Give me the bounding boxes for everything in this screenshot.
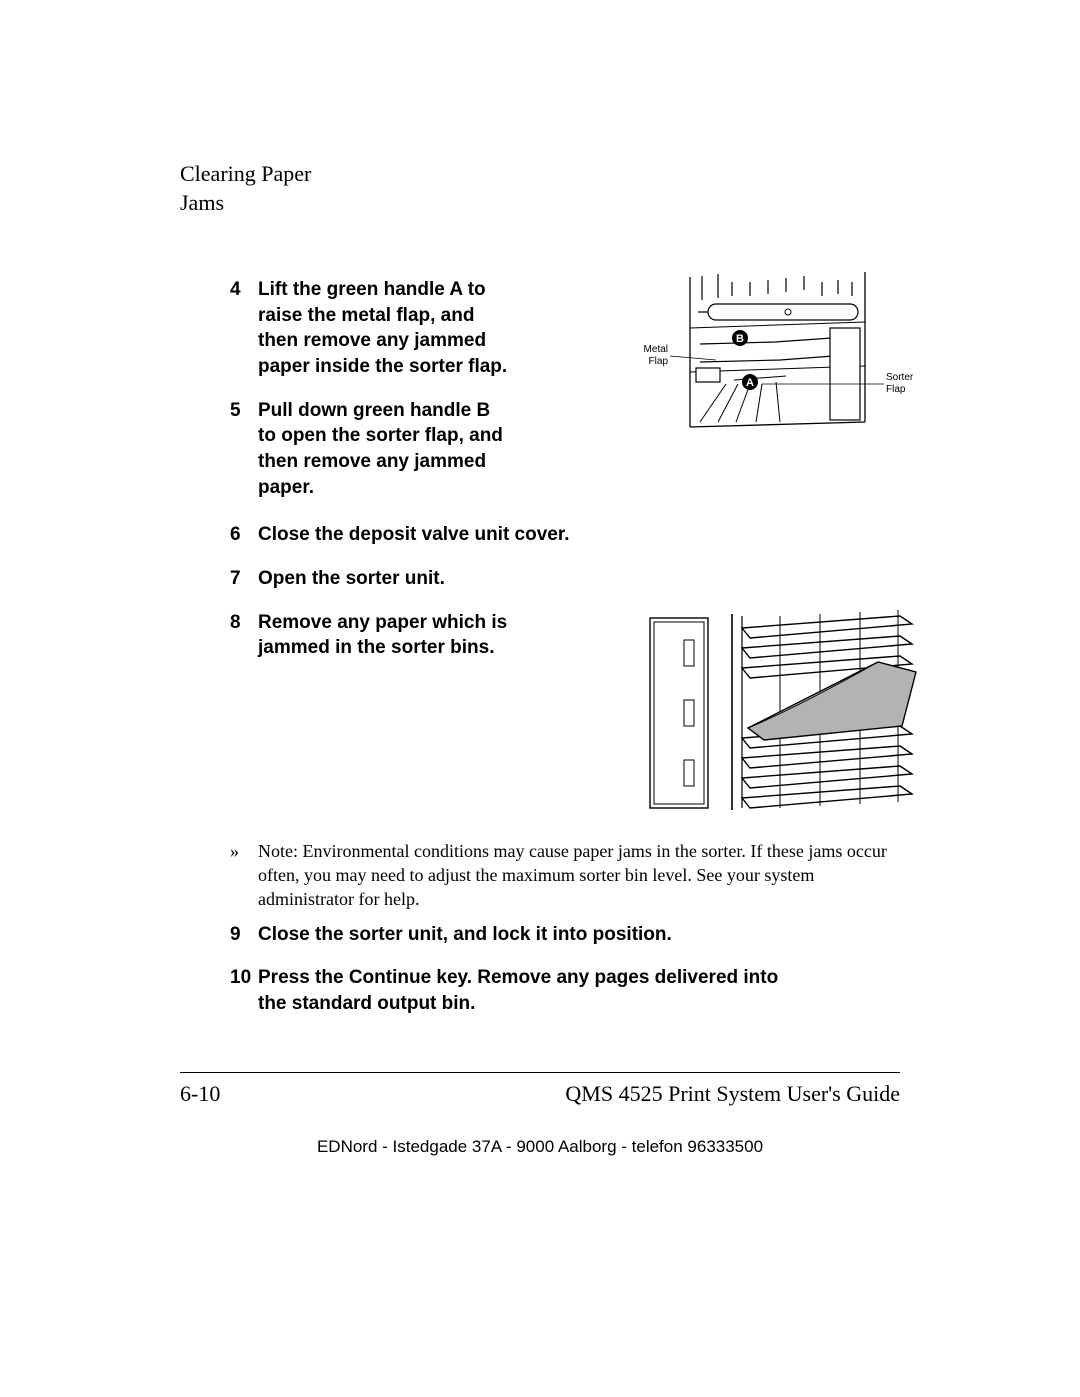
running-head-line1: Clearing Paper xyxy=(180,161,311,186)
step-6: 6 Close the deposit valve unit cover. xyxy=(230,522,900,548)
imprint: EDNord - Istedgade 37A - 9000 Aalborg - … xyxy=(0,1137,1080,1157)
label-sorter-flap-2: Flap xyxy=(886,384,906,395)
step-number: 8 xyxy=(230,610,258,636)
footer-rule xyxy=(180,1072,900,1073)
step-number: 6 xyxy=(230,522,258,548)
steps-block-4: 9 Close the sorter unit, and lock it int… xyxy=(230,922,900,1017)
steps-block-3: 8 Remove any paper which is jammed in th… xyxy=(180,610,900,809)
step-10: 10 Press the Continue key. Remove any pa… xyxy=(230,965,900,1016)
step-number: 10 xyxy=(230,965,258,991)
running-head: Clearing Paper Jams xyxy=(180,160,900,217)
step-text: Lift the green handle A to raise the met… xyxy=(258,277,508,380)
running-head-line2: Jams xyxy=(180,190,224,215)
step-text: Press the Continue key. Remove any pages… xyxy=(258,965,798,1016)
label-sorter-flap-1: Sorter xyxy=(886,372,914,383)
step-text: Pull down green handle B to open the sor… xyxy=(258,398,508,501)
callout-B: B xyxy=(736,333,744,345)
steps-block-1: 4 Lift the green handle A to raise the m… xyxy=(180,277,900,500)
step-text: Open the sorter unit. xyxy=(258,566,445,592)
figure-sorter-bins xyxy=(630,610,920,815)
step-number: 5 xyxy=(230,398,258,424)
steps-block-2: 6 Close the deposit valve unit cover. 7 … xyxy=(230,522,900,591)
step-text: Close the sorter unit, and lock it into … xyxy=(258,922,672,948)
step-text: Close the deposit valve unit cover. xyxy=(258,522,570,548)
step-9: 9 Close the sorter unit, and lock it int… xyxy=(230,922,900,948)
imprint-area: EDNord - Istedgade 37A - 9000 Aalborg - … xyxy=(0,1091,1080,1157)
note-text: Note: Environmental conditions may cause… xyxy=(258,839,900,912)
callout-A: A xyxy=(746,377,754,389)
step-7: 7 Open the sorter unit. xyxy=(230,566,900,592)
step-number: 4 xyxy=(230,277,258,303)
label-metal-flap-1: Metal xyxy=(644,344,668,355)
figure-sorter-flap: B A Metal Flap Sorter Flap xyxy=(630,272,920,437)
step-number: 9 xyxy=(230,922,258,948)
label-metal-flap-2: Flap xyxy=(649,356,669,367)
note-marker: » xyxy=(230,839,258,863)
step-number: 7 xyxy=(230,566,258,592)
note: » Note: Environmental conditions may cau… xyxy=(230,839,900,912)
page: Clearing Paper Jams 4 Lift the green han… xyxy=(0,0,1080,1397)
step-text: Remove any paper which is jammed in the … xyxy=(258,610,508,661)
